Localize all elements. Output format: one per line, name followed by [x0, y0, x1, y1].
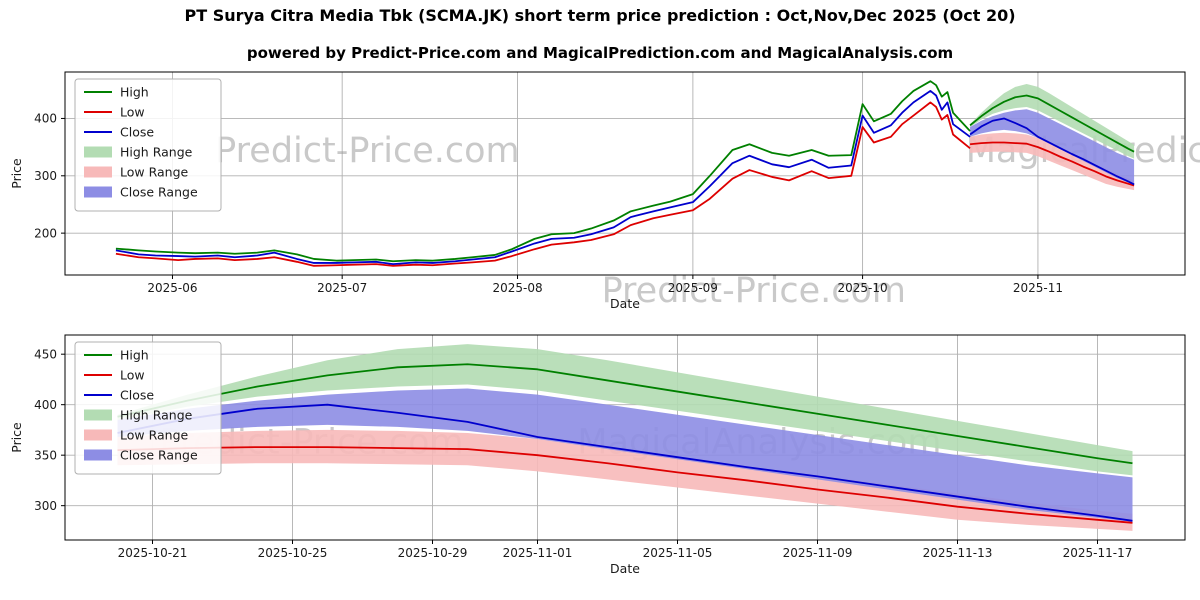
x-tick-label: 2025-10-29: [398, 546, 468, 560]
legend-label: Low Range: [120, 165, 189, 180]
x-tick-label: 2025-06: [147, 281, 197, 295]
x-axis-label: Date: [610, 296, 640, 311]
axes-spine: [64, 334, 1186, 541]
low-range-band: [117, 429, 1133, 531]
x-tick-label: 2025-11-05: [643, 546, 713, 560]
y-tick-label: 350: [34, 448, 57, 462]
y-tick-label: 400: [34, 398, 57, 412]
low_range-legend-swatch: [84, 429, 112, 441]
chart-title: PT Surya Citra Media Tbk (SCMA.JK) short…: [184, 6, 1016, 25]
low-line-forecast: [969, 141, 1135, 187]
x-tick-label: 2025-10-21: [118, 546, 188, 560]
low-line-historical: [115, 101, 971, 267]
x-axis-label: Date: [610, 561, 640, 576]
y-tick-label: 450: [34, 347, 57, 361]
close_range-legend-swatch: [84, 449, 112, 461]
legend: High Low Close High Range Low Range Close Ran…: [74, 78, 222, 212]
close-line-historical: [115, 90, 971, 266]
close-range-band: [117, 388, 1133, 522]
y-tick-label: 300: [34, 169, 57, 183]
legend-label: High: [120, 85, 149, 100]
x-tick-label: 2025-10-25: [258, 546, 328, 560]
close-line-forecast: [969, 117, 1135, 186]
low_range-legend-swatch: [84, 166, 112, 178]
plot-series: [115, 80, 1135, 267]
high-range-band: [117, 344, 1133, 476]
y-tick-label: 400: [34, 112, 57, 126]
y-axis-label: Price: [9, 422, 24, 453]
y-tick-label: 300: [34, 499, 57, 513]
legend-label: Close Range: [120, 185, 198, 200]
x-tick-label: 2025-11-01: [503, 546, 573, 560]
legend-label: Low: [120, 105, 145, 120]
legend: High Low Close High Range Low Range Close Ran…: [74, 341, 222, 475]
x-tick-label: 2025-11-17: [1063, 546, 1133, 560]
y-tick-label: 200: [34, 226, 57, 240]
legend-label: Low Range: [120, 428, 189, 443]
low-range-band: [970, 132, 1135, 191]
x-tick-label: 2025-07: [317, 281, 367, 295]
low-line-forecast: [117, 446, 1133, 524]
high-line-forecast: [117, 363, 1133, 465]
legend-label: Close: [120, 125, 154, 140]
x-tick-label: 2025-08: [492, 281, 542, 295]
high_range-legend-swatch: [84, 409, 112, 421]
close_range-legend-swatch: [84, 186, 112, 198]
x-tick-label: 2025-10: [838, 281, 888, 295]
legend-label: Close Range: [120, 448, 198, 463]
chart-1: Predict-Price.comMagicalAnalysis.com2025…: [9, 334, 1186, 576]
plot-series: [117, 344, 1133, 531]
watermark: Predict-Price.com: [215, 131, 519, 171]
chart-0: Predict-Price.comMagicalPrediction.comPr…: [9, 71, 1200, 311]
axes-spine: [64, 71, 1186, 276]
legend-label: High: [120, 348, 149, 363]
close-line-forecast: [117, 403, 1133, 522]
x-tick-label: 2025-09: [668, 281, 718, 295]
high-line-forecast: [969, 94, 1135, 153]
chart-subtitle: powered by Predict-Price.com and Magical…: [246, 44, 954, 62]
high-range-band: [970, 84, 1135, 159]
x-tick-label: 2025-11-09: [783, 546, 853, 560]
legend-label: Low: [120, 368, 145, 383]
x-tick-label: 2025-11: [1013, 281, 1063, 295]
legend-label: High Range: [120, 145, 193, 160]
high-line-historical: [115, 80, 971, 263]
y-axis-label: Price: [9, 158, 24, 189]
legend-label: High Range: [120, 408, 193, 423]
x-tick-label: 2025-11-13: [923, 546, 993, 560]
high_range-legend-swatch: [84, 146, 112, 158]
close-range-band: [970, 109, 1135, 185]
watermark: Predict-Price.com: [602, 271, 906, 311]
legend-label: Close: [120, 388, 154, 403]
